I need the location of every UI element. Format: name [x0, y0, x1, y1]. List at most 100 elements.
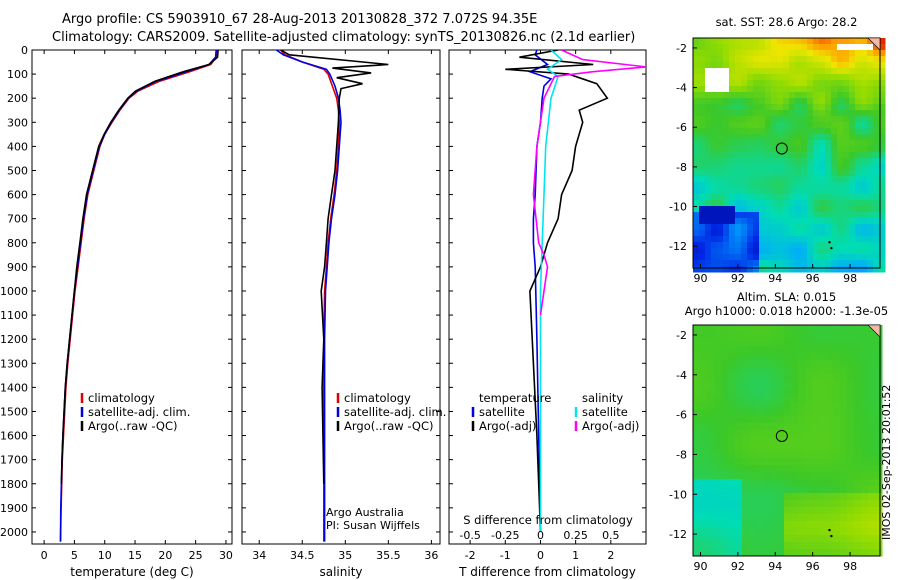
map-cell	[783, 152, 790, 159]
map-cell	[763, 472, 771, 480]
map-cell	[765, 152, 772, 159]
map-cell	[693, 493, 701, 501]
map-cell	[771, 110, 778, 117]
map-cell	[741, 266, 748, 273]
map-cell	[819, 388, 827, 396]
map-cell	[707, 465, 715, 473]
map-cell	[837, 170, 844, 177]
map-cell	[777, 104, 784, 111]
map-cell	[741, 44, 748, 51]
map-cell	[735, 194, 742, 201]
map-cell	[707, 549, 715, 557]
map-cell	[819, 367, 827, 375]
map-cell	[747, 188, 754, 195]
map-cell	[777, 92, 784, 99]
map-cell	[879, 38, 886, 45]
map-cell	[840, 493, 848, 501]
map-cell	[819, 549, 827, 557]
map-cell	[765, 104, 772, 111]
map-title: sat. SST: 28.6 Argo: 28.2	[716, 15, 858, 29]
map-cell	[861, 128, 868, 135]
map-cell	[735, 200, 742, 207]
map-cell	[705, 200, 712, 207]
map-cell	[700, 374, 708, 382]
map-cell	[840, 332, 848, 340]
map-cell	[784, 444, 792, 452]
map-cell	[873, 50, 880, 57]
map-cell	[801, 92, 808, 99]
map-cell	[847, 325, 855, 333]
map-cell	[868, 514, 876, 522]
map-cell	[879, 74, 886, 81]
map-cell	[807, 218, 814, 225]
map-cell	[771, 242, 778, 249]
map-cell	[854, 423, 862, 431]
map-cell	[700, 451, 708, 459]
map-cell	[795, 182, 802, 189]
map-cell	[699, 200, 706, 207]
map-cell	[873, 164, 880, 171]
map-cell	[847, 353, 855, 361]
map-cell	[791, 367, 799, 375]
map-cell	[805, 332, 813, 340]
map-cell	[837, 146, 844, 153]
map-cell	[753, 86, 760, 93]
map-cell	[721, 507, 729, 515]
x-axis-label: salinity	[319, 565, 362, 579]
map-cell	[855, 218, 862, 225]
map-cell	[693, 224, 700, 231]
map-cell	[798, 514, 806, 522]
map-cell	[771, 74, 778, 81]
map-cell	[693, 381, 701, 389]
map-cell	[771, 224, 778, 231]
map-cell	[801, 260, 808, 267]
map-cell	[879, 164, 886, 171]
map-cell	[819, 381, 827, 389]
map-cell	[705, 218, 712, 225]
map-cell	[812, 486, 820, 494]
map-cell	[840, 535, 848, 543]
map-cell	[840, 542, 848, 550]
map-cell	[756, 416, 764, 424]
map-cell	[753, 188, 760, 195]
map-cell	[873, 62, 880, 69]
map-cell	[875, 500, 883, 508]
map-cell	[707, 430, 715, 438]
map-cell	[763, 402, 771, 410]
map-cell	[693, 549, 701, 557]
map-cell	[833, 458, 841, 466]
map-cell	[843, 134, 850, 141]
map-cell	[705, 188, 712, 195]
map-cell	[723, 176, 730, 183]
map-cell	[728, 388, 736, 396]
map-cell	[801, 248, 808, 255]
map-cell	[759, 86, 766, 93]
map-cell	[825, 128, 832, 135]
map-cell	[756, 528, 764, 536]
map-cell	[765, 188, 772, 195]
map-cell	[763, 514, 771, 522]
map-x-tick-label: 98	[843, 560, 857, 573]
map-cell	[723, 254, 730, 261]
map-cell	[699, 50, 706, 57]
map-cell	[735, 266, 742, 273]
map-cell	[819, 535, 827, 543]
map-cell	[833, 549, 841, 557]
map-cell	[801, 194, 808, 201]
map-cell	[789, 176, 796, 183]
map-cell	[801, 74, 808, 81]
map-cell	[771, 260, 778, 267]
map-cell	[879, 176, 886, 183]
map-cell	[813, 74, 820, 81]
map-cell	[721, 325, 729, 333]
map-cell	[735, 224, 742, 231]
map-cell	[728, 521, 736, 529]
map-cell	[819, 140, 826, 147]
map-cell	[805, 514, 813, 522]
map-cell	[795, 98, 802, 105]
map-cell	[700, 465, 708, 473]
map-cell	[847, 367, 855, 375]
map-cell	[813, 128, 820, 135]
map-cell	[747, 38, 754, 45]
map-cell	[747, 62, 754, 69]
